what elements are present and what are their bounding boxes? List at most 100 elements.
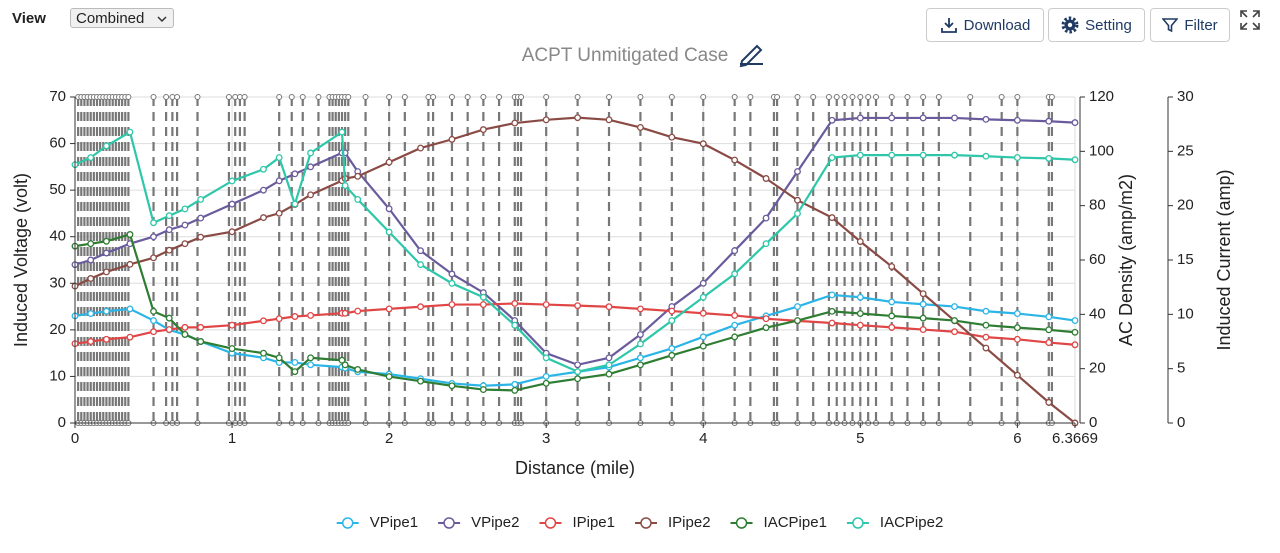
filter-button[interactable]: Filter	[1150, 8, 1230, 42]
feature-dot	[637, 420, 644, 426]
feature-dot	[87, 420, 94, 426]
view-select[interactable]: Combined	[70, 8, 174, 28]
point	[636, 331, 644, 338]
point	[228, 345, 236, 353]
point	[87, 275, 95, 282]
button-label: Download	[963, 16, 1031, 34]
point	[126, 128, 134, 136]
feature-dot	[236, 420, 243, 426]
point	[1013, 116, 1021, 124]
point	[102, 249, 110, 257]
feature-dot	[920, 94, 927, 100]
point	[574, 361, 582, 369]
legend-item: IACPipe1	[730, 514, 827, 531]
point	[448, 301, 456, 309]
feature-dot	[464, 420, 471, 426]
feature-dot	[125, 420, 132, 426]
point	[165, 326, 173, 334]
feature-dot	[700, 94, 707, 100]
point	[181, 221, 189, 229]
feature-dot	[150, 94, 157, 100]
feature-dot	[169, 94, 176, 100]
feature-dot	[606, 94, 613, 100]
point	[165, 246, 173, 254]
point	[982, 115, 990, 123]
feature-dot	[78, 420, 85, 426]
download-button[interactable]: Download	[926, 8, 1044, 42]
x-tick-label: 0	[71, 430, 79, 447]
feature-dot	[448, 94, 455, 100]
point	[794, 168, 801, 175]
point	[636, 123, 644, 131]
point	[605, 354, 613, 362]
point	[699, 293, 707, 301]
point	[731, 321, 739, 329]
feature-dot	[574, 94, 581, 100]
feature-dot	[103, 420, 110, 426]
point	[542, 354, 550, 362]
point	[511, 386, 519, 394]
feature-dot	[225, 94, 232, 100]
feature-dot	[774, 94, 781, 100]
point	[385, 373, 393, 380]
series-line	[74, 302, 1076, 346]
y2-axis-title: AC Density (amp/m2)	[1116, 174, 1136, 346]
feature-dot	[332, 420, 339, 426]
point	[888, 151, 896, 159]
point	[354, 366, 362, 373]
feature-dot	[194, 94, 201, 100]
feature-dot	[232, 420, 239, 426]
point	[951, 317, 958, 325]
point	[307, 191, 315, 199]
feature-dot	[998, 94, 1005, 100]
legend-symbol	[640, 517, 652, 529]
fullscreen-icon[interactable]	[1238, 8, 1262, 32]
point	[888, 323, 896, 331]
feature-dot	[511, 420, 518, 426]
point	[448, 135, 456, 143]
feature-dot	[97, 94, 104, 100]
point	[71, 261, 79, 269]
point	[762, 240, 770, 248]
point	[856, 310, 864, 317]
feature-dot	[401, 420, 408, 426]
feature-dot	[920, 420, 927, 426]
feature-dot	[518, 94, 525, 100]
point	[102, 268, 110, 276]
point	[794, 317, 801, 325]
legend-item: IPipe2	[635, 514, 711, 531]
point	[542, 116, 550, 124]
feature-dot	[106, 420, 113, 426]
point	[197, 323, 205, 331]
point	[260, 165, 267, 173]
x-tick-label: 3	[542, 430, 550, 447]
feature-dot	[873, 420, 880, 426]
point	[1013, 371, 1021, 379]
feature-dot	[935, 420, 942, 426]
point	[102, 237, 110, 245]
point	[668, 345, 676, 352]
feature-dot	[774, 420, 781, 426]
point	[794, 196, 801, 204]
point	[307, 311, 315, 319]
y3-tick-label: 15	[1177, 251, 1194, 268]
point	[275, 315, 283, 323]
point	[1071, 419, 1079, 427]
point	[668, 307, 676, 315]
feature-dot	[747, 94, 754, 100]
feature-dot	[112, 94, 119, 100]
setting-button[interactable]: Setting	[1048, 8, 1145, 42]
point	[605, 370, 613, 378]
point	[762, 312, 770, 320]
series-line	[74, 130, 1076, 373]
point	[919, 290, 927, 298]
feature-dot	[106, 94, 113, 100]
y2-tick-label: 80	[1089, 197, 1106, 214]
y-tick-label: 20	[49, 321, 66, 338]
feature-dot	[288, 94, 295, 100]
point	[291, 200, 299, 208]
point	[71, 242, 79, 250]
feature-dot	[174, 420, 181, 426]
y2-tick-label: 100	[1089, 142, 1114, 159]
